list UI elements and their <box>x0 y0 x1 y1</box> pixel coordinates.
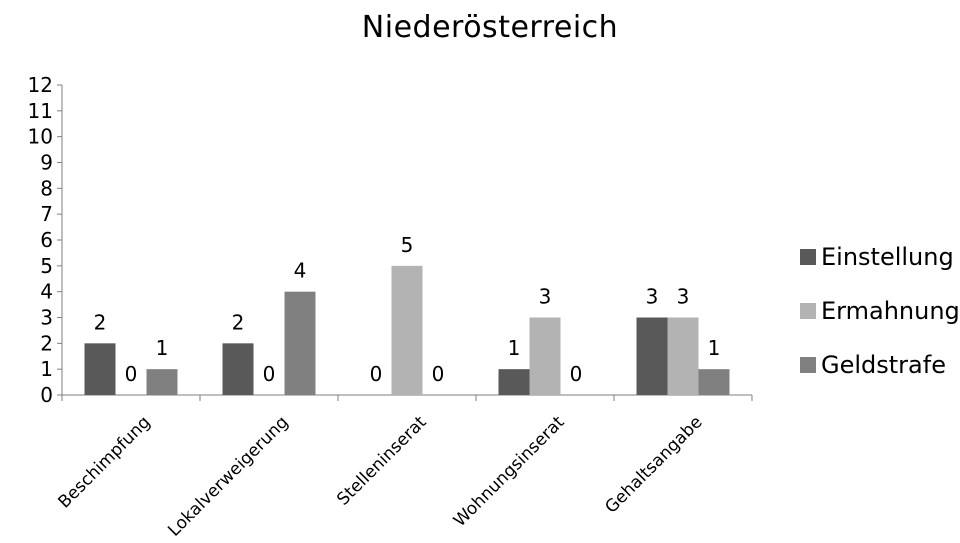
legend-swatch-ermahnung <box>800 303 816 319</box>
legend-item-geldstrafe: Geldstrafe <box>800 348 960 382</box>
bar <box>222 343 254 395</box>
legend: Einstellung Ermahnung Geldstrafe <box>800 240 960 402</box>
data-label: 1 <box>508 336 521 360</box>
bar <box>636 317 668 395</box>
legend-swatch-geldstrafe <box>800 357 816 373</box>
y-tick-label: 6 <box>40 228 53 252</box>
y-tick-label: 8 <box>40 176 53 200</box>
data-label: 0 <box>263 362 276 386</box>
data-label: 3 <box>646 285 659 309</box>
legend-swatch-einstellung <box>800 249 816 265</box>
y-tick-label: 0 <box>40 383 53 407</box>
x-tick-label: Stelleninserat <box>333 412 430 509</box>
bar <box>284 291 316 395</box>
data-label: 2 <box>232 310 245 334</box>
legend-label-geldstrafe: Geldstrafe <box>821 351 946 379</box>
y-tick-label: 9 <box>40 151 53 175</box>
data-label: 0 <box>370 362 383 386</box>
data-label: 3 <box>539 285 552 309</box>
y-tick-label: 2 <box>40 331 53 355</box>
bar <box>667 317 699 395</box>
bar <box>391 265 423 395</box>
legend-label-einstellung: Einstellung <box>821 243 954 271</box>
legend-item-einstellung: Einstellung <box>800 240 960 274</box>
data-label: 2 <box>94 310 107 334</box>
y-tick-label: 4 <box>40 280 53 304</box>
y-tick-label: 5 <box>40 254 53 278</box>
data-label: 0 <box>432 362 445 386</box>
legend-item-ermahnung: Ermahnung <box>800 294 960 328</box>
x-tick-label: Beschimpfung <box>54 412 154 512</box>
y-tick-label: 7 <box>40 202 53 226</box>
x-tick-label: Lokalverweigerung <box>164 412 292 540</box>
x-tick-label: Gehaltsangabe <box>601 412 706 517</box>
bar <box>146 369 178 395</box>
y-tick-label: 11 <box>28 99 53 123</box>
y-tick-label: 12 <box>28 73 53 97</box>
data-label: 5 <box>401 233 414 257</box>
bar <box>498 369 530 395</box>
y-tick-label: 1 <box>40 357 53 381</box>
data-label: 0 <box>570 362 583 386</box>
y-tick-label: 10 <box>28 125 53 149</box>
bar <box>84 343 116 395</box>
data-label: 4 <box>294 259 307 283</box>
data-label: 3 <box>677 285 690 309</box>
legend-label-ermahnung: Ermahnung <box>821 297 960 325</box>
x-tick-label: Wohnungsinserat <box>450 412 569 531</box>
bar <box>529 317 561 395</box>
chart-title: Niederösterreich <box>361 10 619 45</box>
data-label: 1 <box>708 336 721 360</box>
data-label: 1 <box>156 336 169 360</box>
bar <box>698 369 730 395</box>
data-label: 0 <box>125 362 138 386</box>
y-tick-label: 3 <box>40 306 53 330</box>
